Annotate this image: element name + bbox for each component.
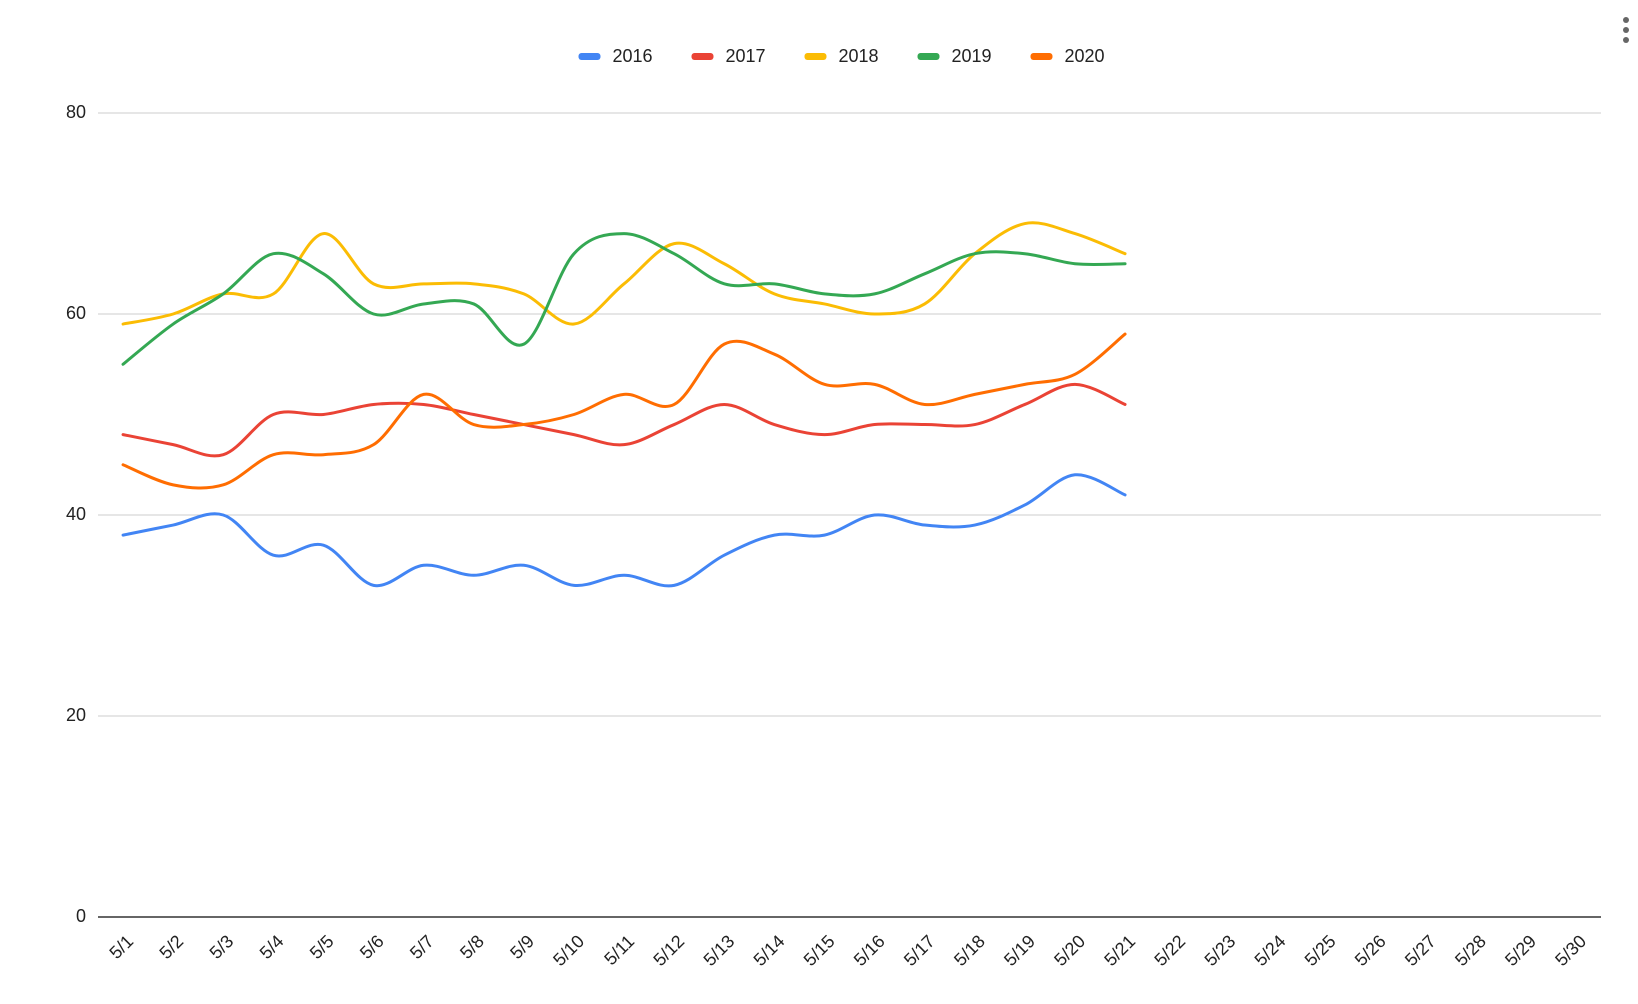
x-tick-label: 5/30: [1551, 931, 1590, 970]
x-tick-label: 5/20: [1050, 931, 1089, 970]
x-tick-label: 5/2: [155, 931, 187, 963]
legend-label: 2016: [613, 46, 653, 66]
y-tick-label: 80: [66, 102, 86, 122]
x-tick-label: 5/14: [750, 931, 789, 970]
x-tick-label: 5/4: [256, 931, 288, 963]
x-tick-label: 5/5: [306, 931, 338, 963]
x-tick-label: 5/29: [1501, 931, 1540, 970]
x-tick-label: 5/27: [1401, 931, 1440, 970]
legend-item: 2019: [917, 46, 992, 66]
legend-label: 2020: [1065, 46, 1105, 66]
x-tick-label: 5/9: [506, 931, 538, 963]
x-tick-label: 5/23: [1201, 931, 1240, 970]
legend-label: 2017: [726, 46, 766, 66]
x-tick-label: 5/15: [800, 931, 839, 970]
legend-label: 2019: [952, 46, 992, 66]
series-line: [121, 332, 1127, 490]
x-tick-label: 5/7: [406, 931, 438, 963]
x-tick-label: 5/25: [1301, 931, 1340, 970]
x-tick-label: 5/18: [950, 931, 989, 970]
x-tick-label: 5/22: [1150, 931, 1189, 970]
series-line: [121, 473, 1127, 588]
series-line: [121, 221, 1127, 326]
legend-item: 2018: [804, 46, 879, 66]
legend-item: 2020: [1030, 46, 1105, 66]
x-tick-label: 5/24: [1251, 931, 1290, 970]
x-tick-label: 5/21: [1100, 931, 1139, 970]
legend-label: 2018: [839, 46, 879, 66]
series-line: [121, 232, 1127, 366]
x-tick-label: 5/17: [900, 931, 939, 970]
legend-item: 2016: [578, 46, 653, 66]
x-tick-label: 5/16: [850, 931, 889, 970]
legend-swatch: [1030, 53, 1053, 60]
menu-button[interactable]: [1623, 17, 1629, 43]
x-tick-label: 5/1: [105, 931, 137, 963]
legend-swatch: [804, 53, 827, 60]
y-tick-label: 40: [66, 504, 86, 524]
x-tick-label: 5/12: [649, 931, 688, 970]
legend-item: 2017: [691, 46, 766, 66]
x-tick-label: 5/6: [356, 931, 388, 963]
y-tick-label: 60: [66, 303, 86, 323]
series-line: [121, 382, 1127, 458]
x-tick-label: 5/19: [1000, 931, 1039, 970]
x-tick-label: 5/10: [549, 931, 588, 970]
y-tick-label: 0: [76, 906, 86, 926]
x-tick-label: 5/28: [1451, 931, 1490, 970]
y-tick-label: 20: [66, 705, 86, 725]
x-tick-label: 5/11: [600, 931, 638, 969]
x-tick-label: 5/8: [456, 931, 488, 963]
legend-swatch: [691, 53, 714, 60]
x-tick-label: 5/13: [700, 931, 739, 970]
legend-swatch: [917, 53, 940, 60]
legend-swatch: [578, 53, 601, 60]
x-tick-label: 5/26: [1351, 931, 1390, 970]
x-tick-label: 5/3: [206, 931, 238, 963]
